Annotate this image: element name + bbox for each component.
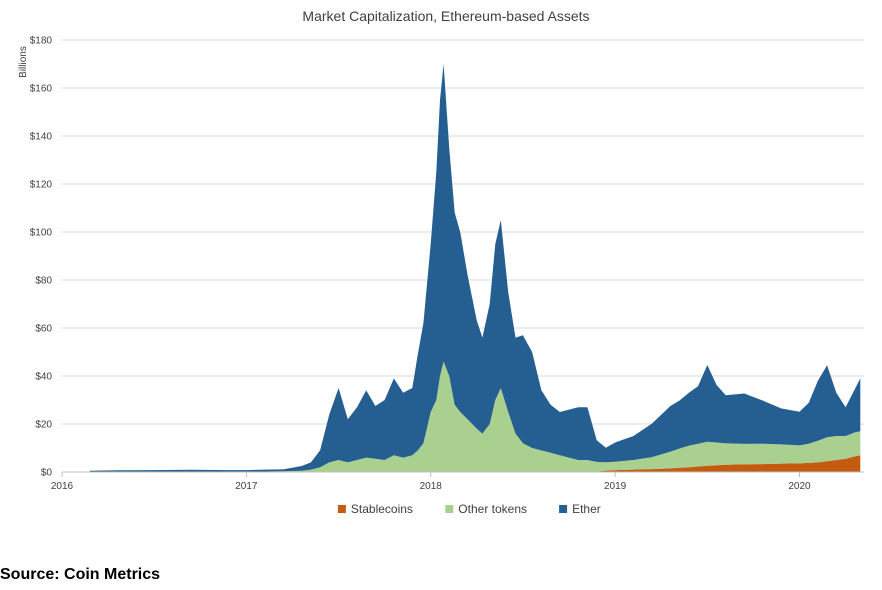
- legend-label: Stablecoins: [351, 502, 413, 516]
- y-tick-label: $0: [41, 468, 53, 479]
- y-tick-label: $140: [30, 132, 53, 143]
- y-tick-label: $80: [35, 276, 52, 287]
- axes: $0 $20 $40 $60 $80 $100 $120 $140 $160 $180 2016 20…: [30, 36, 864, 492]
- legend: Stablecoins Other tokens Ether: [337, 502, 601, 516]
- source-note: Source: Coin Metrics: [0, 566, 161, 583]
- y-tick-label: $180: [30, 36, 53, 47]
- area-other-tokens: [89, 361, 861, 472]
- legend-swatch: [559, 505, 568, 513]
- y-tick-label: $120: [30, 180, 53, 191]
- x-tick-label: 2018: [420, 481, 443, 492]
- y-tick-label: $20: [35, 420, 52, 431]
- y-tick-label: $60: [35, 324, 52, 335]
- x-tick-label: 2017: [235, 481, 258, 492]
- legend-swatch: [337, 505, 346, 513]
- chart-title: Market Capitalization, Ethereum-based As…: [302, 8, 589, 24]
- area-ether: [89, 64, 861, 472]
- area-stablecoins: [89, 455, 861, 472]
- legend-label: Ether: [572, 502, 601, 516]
- x-tick-label: 2019: [604, 481, 627, 492]
- x-tick-label: 2016: [51, 481, 74, 492]
- gridlines: [62, 39, 864, 425]
- stacked-areas: [89, 64, 861, 472]
- y-tick-label: $40: [35, 372, 52, 383]
- y-tick-label: $100: [30, 228, 53, 239]
- legend-swatch: [445, 505, 454, 513]
- x-tick-label: 2020: [788, 481, 811, 492]
- y-tick-label: $160: [30, 84, 53, 95]
- market-cap-chart: Market Capitalization, Ethereum-based As…: [18, 8, 864, 516]
- legend-label: Other tokens: [458, 502, 527, 516]
- y-axis-title: Billions: [18, 46, 29, 78]
